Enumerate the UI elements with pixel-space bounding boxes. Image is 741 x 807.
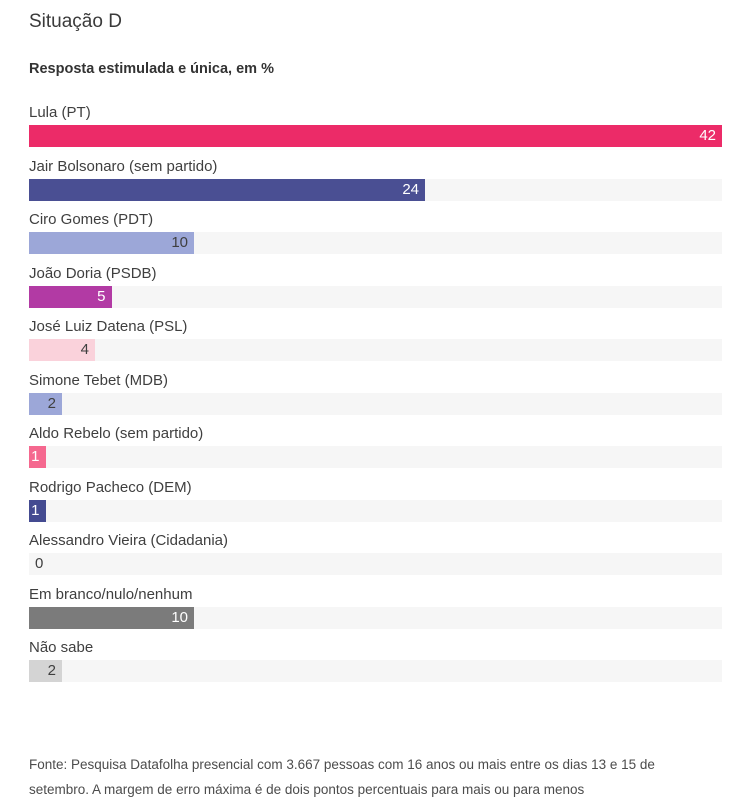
chart-row: João Doria (PSDB) 5 [29, 265, 722, 308]
bar-fill: 10 [29, 606, 194, 629]
source-note-line-2: setembro. A margem de erro máxima é de d… [29, 782, 585, 797]
chart-row: Rodrigo Pacheco (DEM) 1 [29, 479, 722, 522]
bar-value-label: 42 [699, 127, 716, 144]
bar-fill: 5 [29, 285, 112, 308]
bar-chart: Lula (PT) 42 Jair Bolsonaro (sem partido… [29, 104, 722, 682]
chart-row: Não sabe 2 [29, 639, 722, 682]
chart-row: Aldo Rebelo (sem partido) 1 [29, 425, 722, 468]
chart-row: Ciro Gomes (PDT) 10 [29, 211, 722, 254]
chart-row: Simone Tebet (MDB) 2 [29, 372, 722, 415]
bar-fill: 1 [29, 446, 46, 468]
bar-track: 24 [29, 178, 722, 201]
bar-value-label: 2 [47, 662, 56, 679]
bar-fill: 42 [29, 125, 722, 147]
bar-category-label: Em branco/nulo/nenhum [29, 585, 193, 603]
page-title: Situação D [29, 11, 122, 32]
bar-track: 10 [29, 232, 722, 254]
chart-subtitle: Resposta estimulada e única, em % [29, 61, 274, 77]
bar-track: 2 [29, 392, 722, 415]
bar-category-label: José Luiz Datena (PSL) [29, 318, 188, 335]
bar-category-label: Lula (PT) [29, 104, 91, 121]
bar-category-label: Jair Bolsonaro (sem partido) [29, 157, 218, 175]
bar-track: 4 [29, 339, 722, 361]
bar-fill: 2 [29, 392, 62, 415]
bar-value-label: 1 [31, 448, 40, 465]
chart-row: Lula (PT) 42 [29, 104, 722, 147]
bar-value-label: 0 [35, 555, 44, 572]
bar-category-label: João Doria (PSDB) [29, 264, 157, 282]
bar-track: 1 [29, 499, 722, 522]
bar-category-label: Simone Tebet (MDB) [29, 371, 168, 389]
chart-row: José Luiz Datena (PSL) 4 [29, 318, 722, 361]
bar-value-label: 10 [171, 234, 188, 251]
bar-fill: 1 [29, 499, 46, 522]
source-note-line-1: Fonte: Pesquisa Datafolha presencial com… [29, 757, 655, 772]
bar-category-label: Não sabe [29, 639, 94, 656]
bar-track: 42 [29, 125, 722, 147]
bar-track: 1 [29, 446, 722, 468]
chart-row: Em branco/nulo/nenhum 10 [29, 586, 722, 629]
bar-fill: 10 [29, 232, 194, 254]
source-note: Fonte: Pesquisa Datafolha presencial com… [29, 752, 719, 802]
bar-category-label: Alessandro Vieira (Cidadania) [29, 532, 228, 549]
bar-category-label: Ciro Gomes (PDT) [29, 211, 154, 228]
bar-value-label: 5 [97, 287, 106, 305]
bar-category-label: Rodrigo Pacheco (DEM) [29, 478, 192, 496]
bar-value-label: 1 [31, 501, 40, 519]
bar-track: 5 [29, 285, 722, 308]
bar-category-label: Aldo Rebelo (sem partido) [29, 425, 204, 442]
chart-row: Jair Bolsonaro (sem partido) 24 [29, 158, 722, 201]
chart-row: Alessandro Vieira (Cidadania) 0 [29, 532, 722, 575]
bar-track: 2 [29, 660, 722, 682]
bar-track: 10 [29, 606, 722, 629]
bar-fill: 4 [29, 339, 95, 361]
bar-value-label: 24 [402, 180, 419, 198]
bar-value-label: 10 [171, 608, 188, 626]
bar-fill: 2 [29, 660, 62, 682]
bar-fill: 24 [29, 178, 425, 201]
bar-value-label: 2 [47, 394, 56, 412]
bar-track: 0 [29, 553, 722, 575]
bar-value-label: 4 [80, 341, 89, 358]
